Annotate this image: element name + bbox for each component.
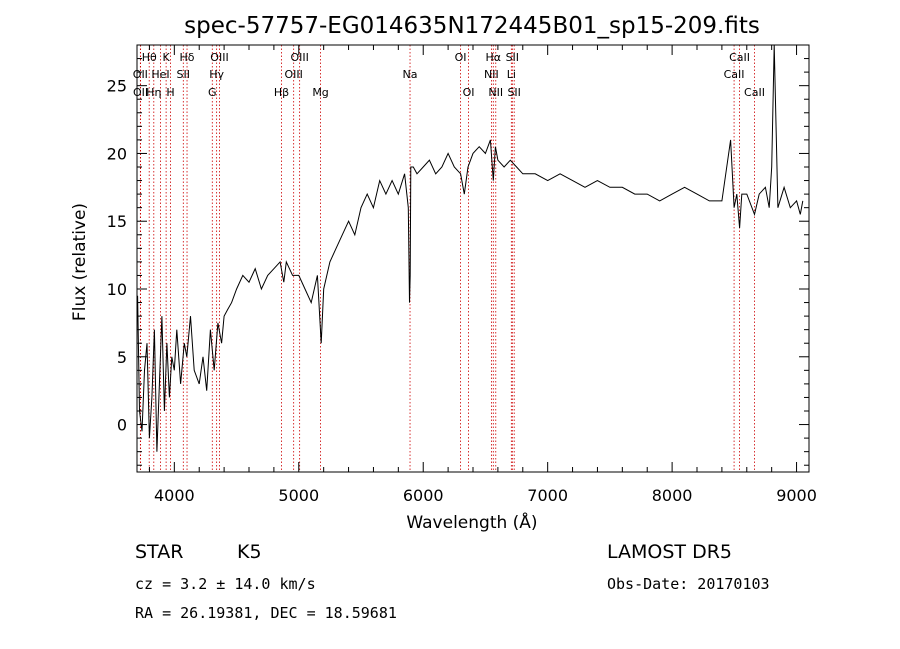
marker-label: NII (484, 68, 499, 81)
plot-frame (136, 44, 810, 473)
marker-label: CaII (744, 86, 765, 99)
x-tick-label: 9000 (776, 486, 817, 505)
marker-label: Li (507, 68, 516, 81)
x-axis: 4000 5000 6000 7000 8000 9000 (148, 45, 817, 505)
marker-label: K (163, 51, 171, 64)
line-markers (139, 45, 755, 472)
x-tick-label: 8000 (652, 486, 693, 505)
y-tick-label: 0 (117, 416, 127, 435)
x-tick-label: 5000 (278, 486, 319, 505)
marker-label: NII (488, 86, 503, 99)
x-tick-label: 6000 (403, 486, 444, 505)
marker-label: SII (507, 86, 520, 99)
y-tick-label: 25 (107, 77, 127, 96)
y-axis-label: Flux (relative) (70, 203, 90, 321)
marker-label: Hβ (274, 86, 289, 99)
marker-label: Hδ (180, 51, 195, 64)
marker-label: OIII (284, 68, 302, 81)
object-class: STAR (135, 541, 184, 563)
marker-label: CaII (729, 51, 750, 64)
marker-label: Mg (312, 86, 328, 99)
y-tick-label: 10 (107, 280, 127, 299)
y-tick-label: 20 (107, 144, 127, 163)
spectrum-line (137, 44, 804, 452)
x-tick-label: 4000 (154, 486, 195, 505)
marker-label: SII (177, 68, 190, 81)
marker-label: H (166, 86, 174, 99)
obs-date: Obs-Date: 20170103 (607, 575, 770, 593)
marker-label: Na (403, 68, 418, 81)
marker-label: OIII (290, 51, 308, 64)
marker-label: OI (463, 86, 475, 99)
spectrum-series (137, 44, 804, 452)
marker-label: HeI (151, 68, 169, 81)
x-axis-label: Wavelength (Å) (406, 511, 537, 533)
marker-label: OII (133, 68, 148, 81)
survey-name: LAMOST DR5 (607, 541, 732, 563)
marker-label: Hα (486, 51, 502, 64)
marker-label: OIII (210, 51, 228, 64)
y-tick-label: 15 (107, 212, 127, 231)
x-tick-label: 7000 (527, 486, 568, 505)
coordinates: RA = 26.19381, DEC = 18.59681 (135, 604, 397, 622)
marker-label: Hθ (142, 51, 157, 64)
chart-title: spec-57757-EG014635N172445B01_sp15-209.f… (184, 13, 760, 39)
y-tick-label: 5 (117, 348, 127, 367)
marker-label: G (208, 86, 217, 99)
object-subclass: K5 (237, 541, 262, 563)
y-axis: 0 5 10 15 20 25 (107, 58, 809, 466)
marker-label: Hγ (209, 68, 224, 81)
marker-label: Hη (146, 86, 161, 99)
marker-label: OI (455, 51, 467, 64)
redshift-readout: cz = 3.2 ± 14.0 km/s (135, 575, 316, 593)
marker-label: CaII (724, 68, 745, 81)
marker-label: SII (506, 51, 519, 64)
